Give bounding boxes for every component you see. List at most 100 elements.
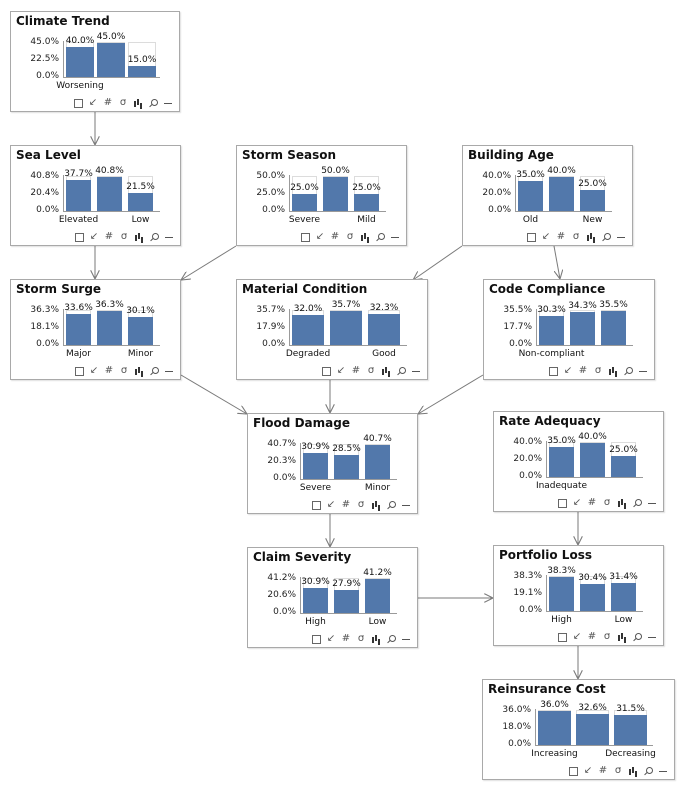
node-flood-damage[interactable]: Flood Damage 40.7% 20.3% 0.0% 30.9% Severe 28.… [247, 413, 418, 514]
bar-1[interactable] [549, 577, 574, 611]
bar-3[interactable] [611, 583, 636, 611]
histogram-icon[interactable] [628, 766, 638, 776]
hash-icon[interactable] [104, 232, 114, 242]
sigma-icon[interactable] [571, 232, 581, 242]
arrow-icon[interactable] [572, 498, 582, 508]
sigma-icon[interactable] [593, 366, 603, 376]
histogram-icon[interactable] [133, 98, 143, 108]
bar-1[interactable] [549, 447, 574, 477]
bar-3[interactable] [128, 66, 156, 77]
bar-1[interactable] [538, 711, 571, 745]
arrow-icon[interactable] [563, 366, 573, 376]
bar-2[interactable] [330, 311, 362, 345]
bar-3[interactable] [601, 311, 626, 345]
zoom-icon[interactable] [149, 232, 159, 242]
zoom-icon[interactable] [149, 366, 159, 376]
minimize-icon[interactable] [163, 98, 173, 108]
sigma-icon[interactable] [613, 766, 623, 776]
arrow-icon[interactable] [89, 366, 99, 376]
select-icon[interactable] [74, 366, 84, 376]
hash-icon[interactable] [587, 498, 597, 508]
bar-2[interactable] [570, 312, 595, 345]
zoom-icon[interactable] [148, 98, 158, 108]
zoom-icon[interactable] [396, 366, 406, 376]
select-icon[interactable] [74, 232, 84, 242]
select-icon[interactable] [548, 366, 558, 376]
histogram-icon[interactable] [371, 634, 381, 644]
sigma-icon[interactable] [366, 366, 376, 376]
histogram-icon[interactable] [371, 500, 381, 510]
bar-3[interactable] [128, 193, 153, 211]
sigma-icon[interactable] [118, 98, 128, 108]
node-material-condition[interactable]: Material Condition 35.7% 17.9% 0.0% 32.0% Deg… [236, 279, 428, 380]
minimize-icon[interactable] [390, 232, 400, 242]
zoom-icon[interactable] [632, 632, 642, 642]
sigma-icon[interactable] [119, 366, 129, 376]
zoom-icon[interactable] [643, 766, 653, 776]
bar-2[interactable] [580, 584, 605, 611]
node-sea-level[interactable]: Sea Level 40.8% 20.4% 0.0% 37.7% Elevated 40.8… [10, 145, 181, 246]
hash-icon[interactable] [351, 366, 361, 376]
bar-3[interactable] [128, 317, 153, 345]
arrow-icon[interactable] [541, 232, 551, 242]
histogram-icon[interactable] [134, 366, 144, 376]
bar-2[interactable] [97, 177, 122, 211]
minimize-icon[interactable] [164, 232, 174, 242]
node-portfolio-loss[interactable]: Portfolio Loss 38.3% 19.1% 0.0% 38.3% High 30.… [493, 545, 664, 646]
bar-1[interactable] [66, 180, 91, 211]
bar-1[interactable] [292, 194, 317, 211]
histogram-icon[interactable] [360, 232, 370, 242]
minimize-icon[interactable] [401, 634, 411, 644]
node-reinsurance-cost[interactable]: Reinsurance Cost 36.0% 18.0% 0.0% 36.0% Incre… [482, 679, 675, 780]
zoom-icon[interactable] [632, 498, 642, 508]
minimize-icon[interactable] [647, 498, 657, 508]
arrow-icon[interactable] [583, 766, 593, 776]
zoom-icon[interactable] [623, 366, 633, 376]
select-icon[interactable] [73, 98, 83, 108]
node-rate-adequacy[interactable]: Rate Adequacy 40.0% 20.0% 0.0% 35.0% Inadequa… [493, 411, 664, 512]
bar-2[interactable] [323, 177, 348, 211]
bar-1[interactable] [518, 181, 543, 211]
histogram-icon[interactable] [381, 366, 391, 376]
select-icon[interactable] [311, 634, 321, 644]
hash-icon[interactable] [341, 500, 351, 510]
hash-icon[interactable] [103, 98, 113, 108]
arrow-icon[interactable] [326, 634, 336, 644]
bar-1[interactable] [303, 588, 328, 613]
select-icon[interactable] [526, 232, 536, 242]
select-icon[interactable] [568, 766, 578, 776]
node-claim-severity[interactable]: Claim Severity 41.2% 20.6% 0.0% 30.9% High 27.… [247, 547, 418, 648]
minimize-icon[interactable] [164, 366, 174, 376]
zoom-icon[interactable] [375, 232, 385, 242]
hash-icon[interactable] [587, 632, 597, 642]
histogram-icon[interactable] [134, 232, 144, 242]
node-climate-trend[interactable]: Climate Trend 45.0% 22.5% 0.0% 40.0% Worsenin… [10, 11, 180, 112]
select-icon[interactable] [557, 632, 567, 642]
node-building-age[interactable]: Building Age 40.0% 20.0% 0.0% 35.0% Old 40.0% 2… [462, 145, 633, 246]
sigma-icon[interactable] [119, 232, 129, 242]
bar-1[interactable] [66, 314, 91, 345]
minimize-icon[interactable] [411, 366, 421, 376]
bar-3[interactable] [580, 190, 605, 211]
minimize-icon[interactable] [647, 632, 657, 642]
select-icon[interactable] [321, 366, 331, 376]
sigma-icon[interactable] [602, 498, 612, 508]
select-icon[interactable] [557, 498, 567, 508]
sigma-icon[interactable] [356, 500, 366, 510]
bar-3[interactable] [354, 194, 379, 211]
histogram-icon[interactable] [608, 366, 618, 376]
sigma-icon[interactable] [345, 232, 355, 242]
hash-icon[interactable] [104, 366, 114, 376]
bar-2[interactable] [97, 43, 125, 77]
bar-1[interactable] [66, 47, 94, 77]
minimize-icon[interactable] [638, 366, 648, 376]
bar-1[interactable] [303, 453, 328, 479]
bar-3[interactable] [611, 456, 636, 477]
select-icon[interactable] [311, 500, 321, 510]
hash-icon[interactable] [341, 634, 351, 644]
zoom-icon[interactable] [386, 634, 396, 644]
bar-3[interactable] [614, 715, 647, 745]
histogram-icon[interactable] [617, 498, 627, 508]
minimize-icon[interactable] [616, 232, 626, 242]
select-icon[interactable] [300, 232, 310, 242]
